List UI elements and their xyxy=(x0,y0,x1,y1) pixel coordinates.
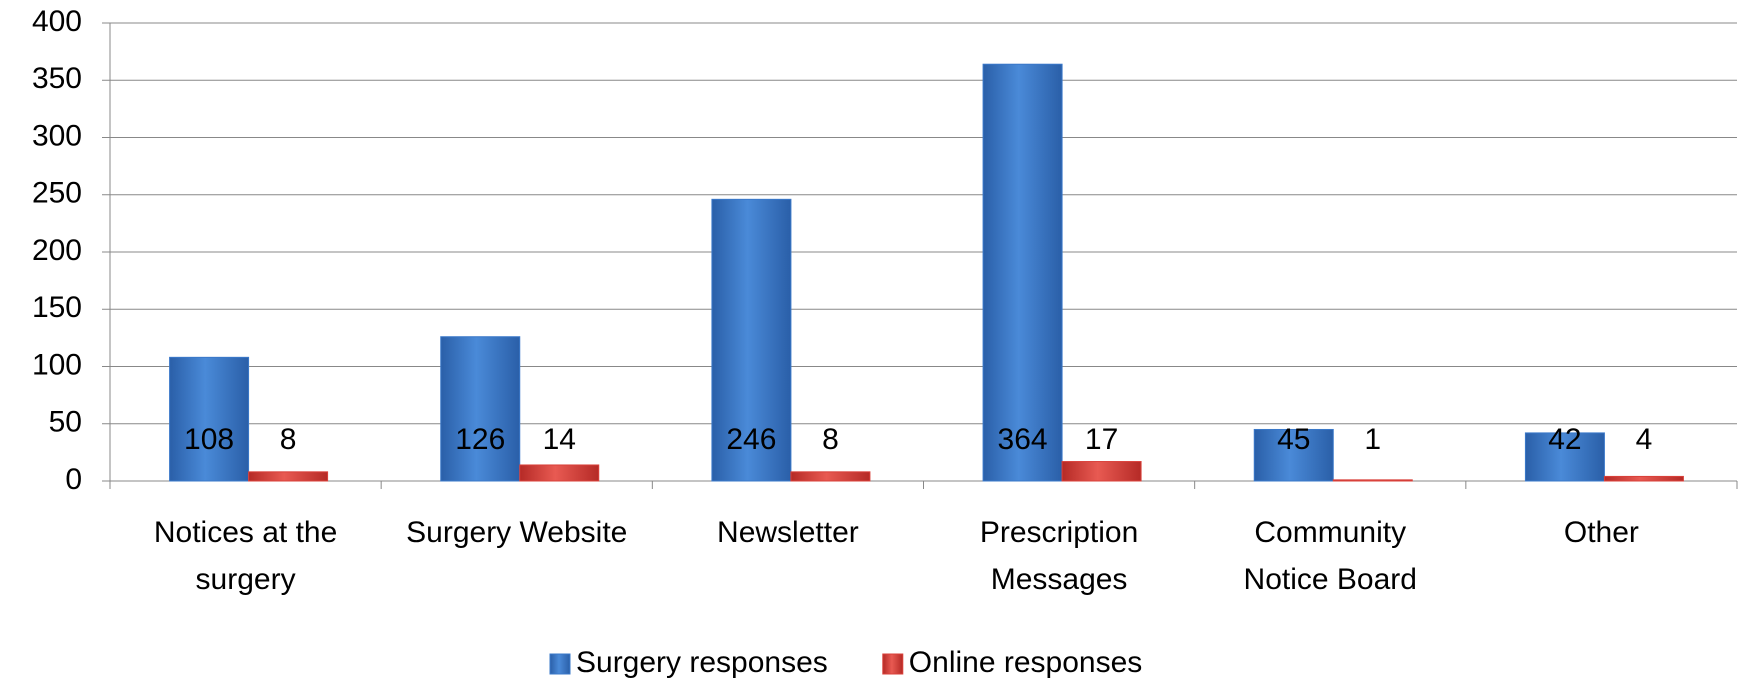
data-label: 45 xyxy=(1277,423,1310,456)
legend-label: Surgery responses xyxy=(576,646,828,679)
y-tick-label: 0 xyxy=(65,463,82,496)
y-tick-label: 50 xyxy=(49,406,82,439)
bar xyxy=(248,471,329,482)
x-tick-label: Newsletter xyxy=(717,516,859,549)
bar xyxy=(1603,475,1684,482)
data-label: 126 xyxy=(455,423,505,456)
data-label: 4 xyxy=(1636,423,1653,456)
y-tick-label: 150 xyxy=(32,291,82,324)
x-tick-label: Surgery Website xyxy=(406,516,628,549)
data-label: 246 xyxy=(726,423,776,456)
data-label: 108 xyxy=(184,423,234,456)
bar xyxy=(1061,461,1142,482)
y-tick-label: 400 xyxy=(32,5,82,38)
bar xyxy=(982,63,1063,482)
x-tick-label: Prescription Messages xyxy=(979,516,1139,596)
legend-swatch xyxy=(549,653,571,675)
x-tick-label: Other xyxy=(1563,516,1639,549)
bar xyxy=(790,471,871,482)
legend-swatch xyxy=(882,653,904,675)
data-label: 8 xyxy=(822,423,839,456)
y-tick-label: 300 xyxy=(32,119,82,152)
bar xyxy=(1253,428,1334,482)
bar xyxy=(1524,432,1605,482)
bar xyxy=(169,356,250,482)
x-tick-label: Community Notice Board xyxy=(1243,516,1417,596)
bar xyxy=(440,336,521,482)
data-label: 364 xyxy=(998,423,1048,456)
y-tick-label: 200 xyxy=(32,234,82,267)
legend-label: Online responses xyxy=(909,646,1142,679)
bar xyxy=(519,464,600,482)
data-label: 42 xyxy=(1548,423,1581,456)
data-label: 1 xyxy=(1364,423,1381,456)
bar xyxy=(711,198,792,482)
y-tick-label: 250 xyxy=(32,177,82,210)
bar xyxy=(1332,479,1413,482)
y-tick-label: 100 xyxy=(32,348,82,381)
data-label: 17 xyxy=(1085,423,1118,456)
y-tick-label: 350 xyxy=(32,62,82,95)
x-tick-label: Notices at the surgery xyxy=(153,516,338,596)
data-label: 14 xyxy=(543,423,576,456)
data-label: 8 xyxy=(280,423,297,456)
